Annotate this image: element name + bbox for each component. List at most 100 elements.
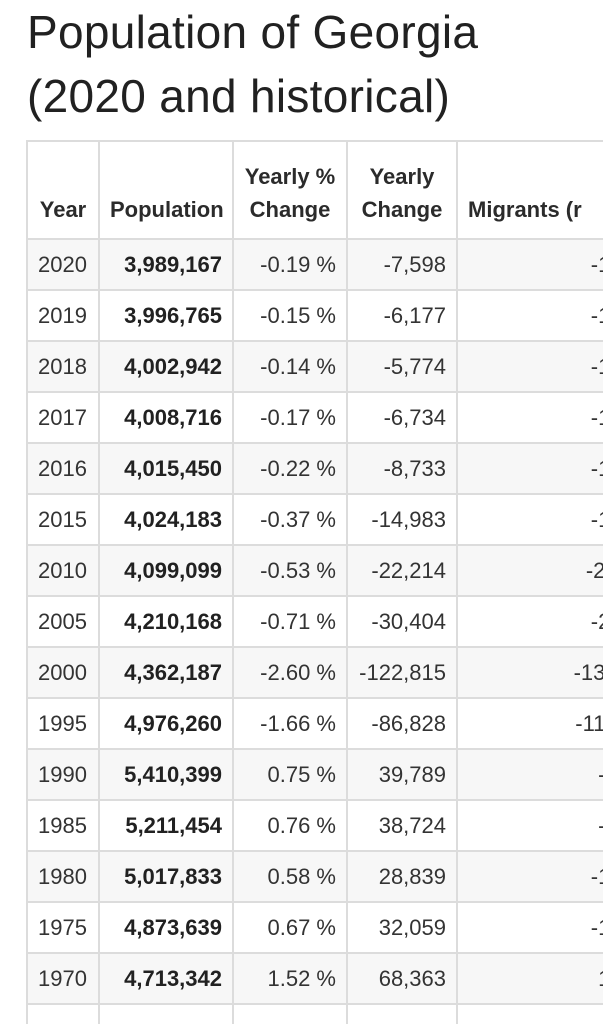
cell-population: 4,713,342 [98,952,234,1005]
cell-yearly-change: 39,789 [346,748,458,801]
table-row [26,1003,603,1024]
cell-year: 2017 [26,391,100,444]
cell-population: 3,989,167 [98,238,234,291]
cell-migrants: -10,( [456,340,603,393]
cell-migrants: -8,7 [456,748,603,801]
cell-yearly-change: -22,214 [346,544,458,597]
cell-migrants: -19,( [456,493,603,546]
cell-yearly-change: -5,774 [346,340,458,393]
cell-yearly-change: -30,404 [346,595,458,648]
cell-population: 4,976,260 [98,697,234,750]
table-header: Year Population Yearly % Change Yearly C… [26,140,603,240]
cell-yearly-percent-change: -0.15 % [232,289,348,342]
cell-migrants: -19,( [456,850,603,903]
cell-yearly-percent-change: -0.71 % [232,595,348,648]
cell-yearly-change: 38,724 [346,799,458,852]
cell-migrants: -10,( [456,289,603,342]
cell-migrants: -10,( [456,391,603,444]
cell-year [26,1003,100,1024]
cell-yearly-change: 28,839 [346,850,458,903]
cell-population: 4,099,099 [98,544,234,597]
column-header-migrants[interactable]: Migrants (r [456,140,603,240]
cell-yearly-change: -14,983 [346,493,458,546]
cell-migrants: -130,7 [456,646,603,699]
cell-migrants: -10,( [456,238,603,291]
cell-yearly-percent-change: 0.67 % [232,901,348,954]
cell-migrants: -14,( [456,901,603,954]
cell-yearly-percent-change: -0.22 % [232,442,348,495]
cell-yearly-percent-change: -0.14 % [232,340,348,393]
cell-year: 2010 [26,544,100,597]
cell-year: 1980 [26,850,100,903]
cell-population: 4,362,187 [98,646,234,699]
cell-yearly-change: -122,815 [346,646,458,699]
column-header-yearly-change[interactable]: Yearly Change [346,140,458,240]
cell-yearly-change: 68,363 [346,952,458,1005]
population-table: Year Population Yearly % Change Yearly C… [26,140,603,1024]
cell-migrants: -10,( [456,442,603,495]
cell-yearly-percent-change [232,1003,348,1024]
cell-population: 3,996,765 [98,289,234,342]
cell-migrants: -9,5 [456,799,603,852]
cell-yearly-change [346,1003,458,1024]
cell-yearly-change: -7,598 [346,238,458,291]
column-header-yearly-change-line-2: Change [361,197,443,222]
cell-population: 4,873,639 [98,901,234,954]
cell-yearly-percent-change: -0.37 % [232,493,348,546]
page-title: Population of Georgia (2020 and historic… [27,0,478,128]
cell-year: 2019 [26,289,100,342]
cell-population: 4,002,942 [98,340,234,393]
cell-year: 2000 [26,646,100,699]
cell-yearly-percent-change: 0.58 % [232,850,348,903]
cell-yearly-percent-change: -1.66 % [232,697,348,750]
column-header-yearly-percent-change[interactable]: Yearly % Change [232,140,348,240]
cell-year: 2018 [26,340,100,393]
cell-year: 2016 [26,442,100,495]
column-header-yearly-change-line-1: Yearly [369,164,435,189]
cell-population: 4,015,450 [98,442,234,495]
cell-population: 4,024,183 [98,493,234,546]
cell-year: 1990 [26,748,100,801]
column-header-yearly-percent-change-line-2: Change [249,197,331,222]
cell-population: 4,210,168 [98,595,234,648]
cell-yearly-percent-change: 0.75 % [232,748,348,801]
cell-yearly-percent-change: 1.52 % [232,952,348,1005]
cell-yearly-change: 32,059 [346,901,458,954]
cell-yearly-percent-change: 0.76 % [232,799,348,852]
cell-population: 4,008,716 [98,391,234,444]
cell-yearly-percent-change: -0.53 % [232,544,348,597]
cell-year: 2015 [26,493,100,546]
cell-year: 1970 [26,952,100,1005]
population-table-scroll-container[interactable]: Year Population Yearly % Change Yearly C… [26,140,603,1024]
cell-year: 1985 [26,799,100,852]
column-header-year[interactable]: Year [26,140,100,240]
cell-yearly-percent-change: -0.19 % [232,238,348,291]
cell-population [98,1003,234,1024]
page-title-line-1: Population of Georgia [27,6,479,58]
cell-migrants: -118,3 [456,697,603,750]
cell-yearly-change: -86,828 [346,697,458,750]
column-header-population[interactable]: Population [98,140,234,240]
cell-yearly-percent-change: -0.17 % [232,391,348,444]
cell-year: 2005 [26,595,100,648]
page-title-line-2: (2020 and historical) [27,70,451,122]
cell-population: 5,211,454 [98,799,234,852]
cell-migrants [456,1003,603,1024]
table-header-row: Year Population Yearly % Change Yearly C… [26,140,603,240]
cell-year: 2020 [26,238,100,291]
